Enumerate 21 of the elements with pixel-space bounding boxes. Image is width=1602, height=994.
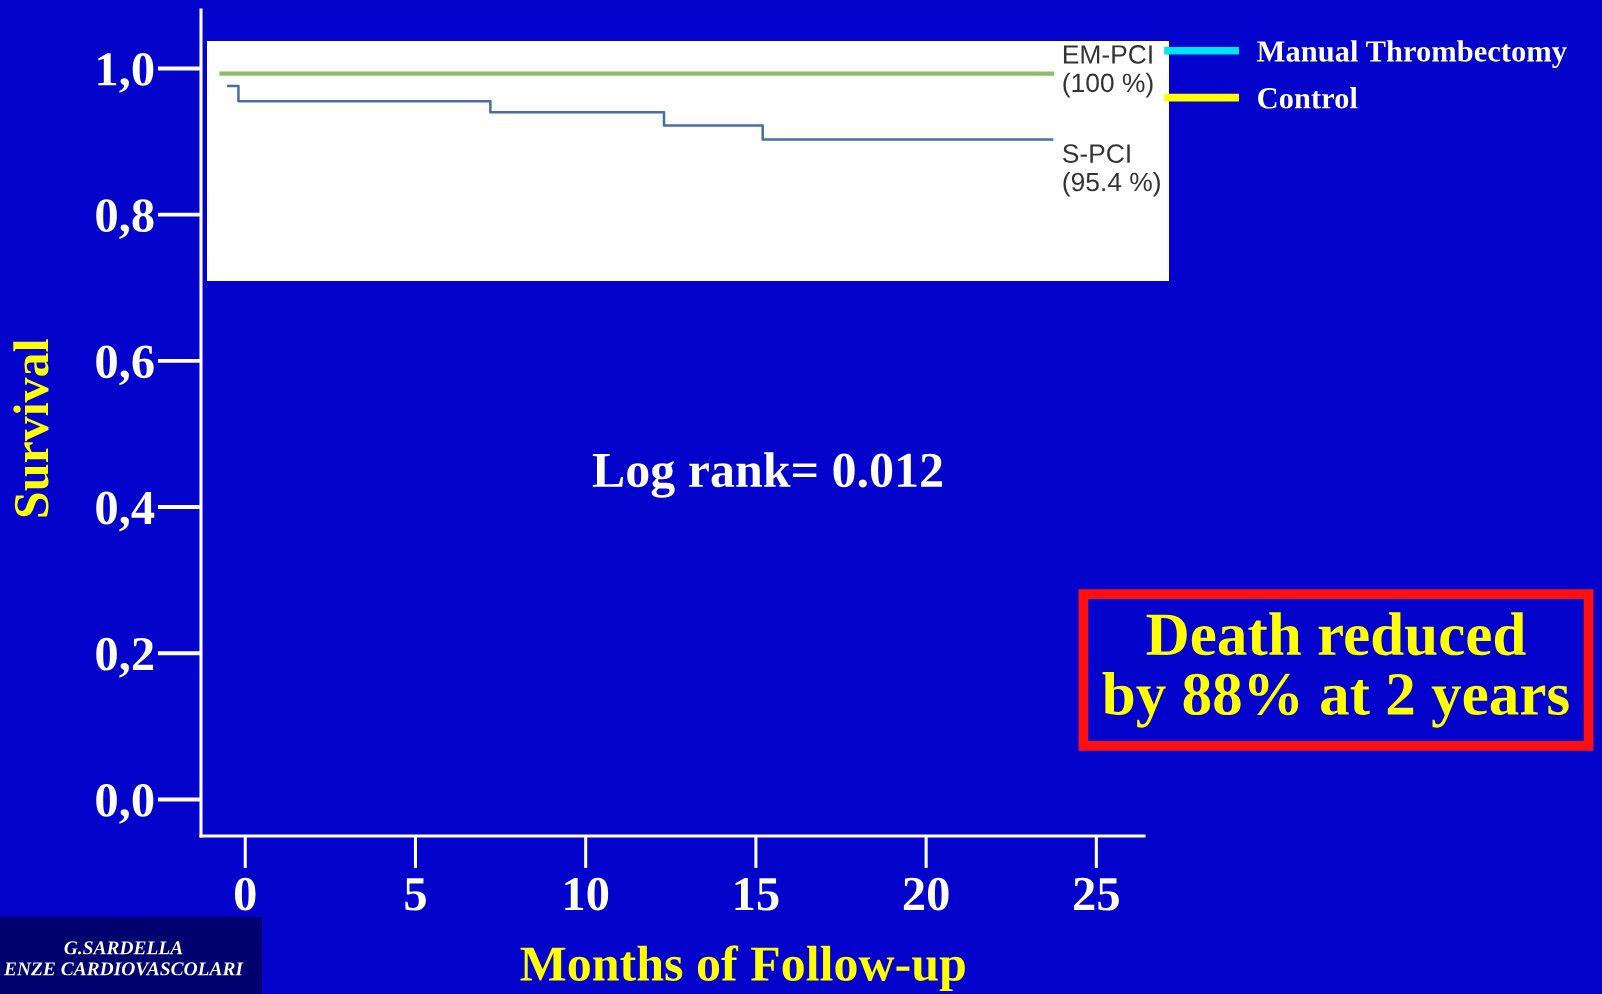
y-tick-label: 0,6: [96, 345, 154, 386]
x-tick-label: 10: [565, 877, 609, 911]
x-tick-label: 20: [903, 877, 949, 911]
y-tick-label: 0,0: [96, 783, 154, 824]
x-tick-label: 5: [405, 878, 426, 911]
x-axis-title: Months of Follow-up: [520, 945, 965, 992]
annotation: Log rank= 0.012: [592, 452, 942, 498]
series-label: EM-PCI (100 %): [1063, 45, 1153, 98]
x-tick-label: 15: [735, 877, 779, 911]
annotation: Death reduced by 88% at 2 years: [1102, 612, 1569, 728]
legend-label: Control: [1258, 87, 1358, 109]
x-tick-label: 0: [234, 877, 256, 911]
y-tick-label: 0,2: [96, 637, 154, 678]
x-tick-label: 25: [1074, 877, 1119, 911]
text: G.SARDELLA ENZE CARDIOVASCOLARI: [3, 941, 244, 976]
y-tick-label: 1,0: [98, 53, 154, 93]
legend-label: Manual Thrombectomy: [1257, 40, 1567, 68]
y-axis-title: Survival: [13, 339, 49, 517]
series-label: S-PCI (95.4 %): [1063, 144, 1160, 197]
y-tick-label: 0,4: [96, 491, 155, 532]
y-tick-label: 0,8: [96, 199, 154, 240]
